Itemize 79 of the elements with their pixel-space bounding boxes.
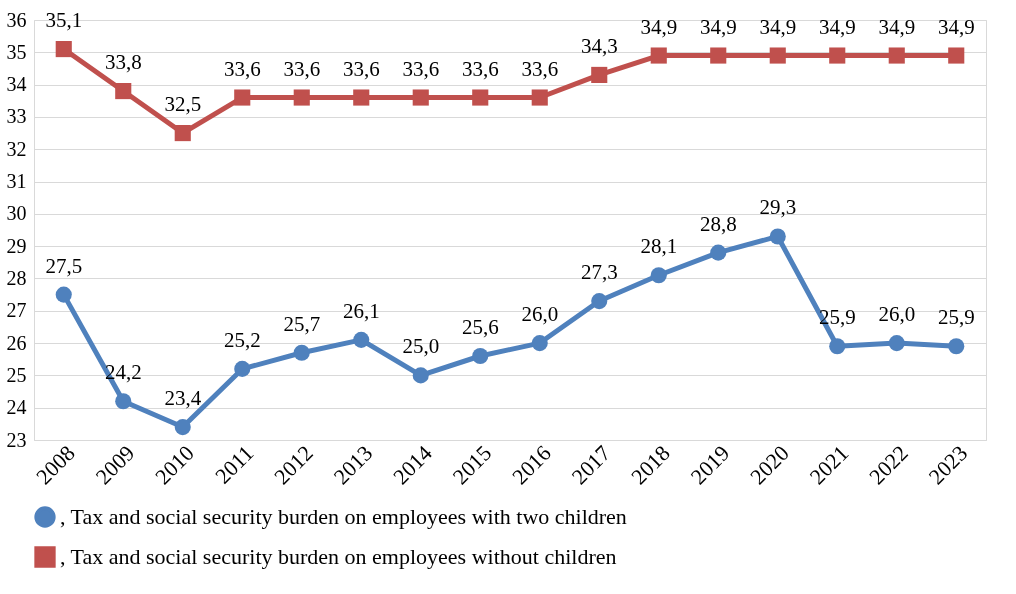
- point: [174, 419, 191, 436]
- y-tick-label: 30: [6, 202, 27, 225]
- data-label: 34,9: [937, 14, 975, 39]
- legend-label: , Tax and social security burden on employees with two children: [60, 504, 627, 529]
- point: [591, 293, 608, 310]
- data-label: 26,0: [878, 302, 916, 327]
- point: [234, 360, 251, 377]
- data-label: 33,6: [283, 56, 321, 81]
- point: [472, 347, 489, 365]
- point: [710, 244, 727, 261]
- data-label: 29,3: [759, 195, 797, 220]
- data-label: 26,1: [342, 298, 380, 323]
- point: [829, 338, 846, 355]
- y-tick-label: 25: [6, 363, 27, 386]
- data-label: 25,7: [283, 311, 321, 336]
- point: [115, 393, 132, 410]
- point: [650, 267, 667, 284]
- data-label: 34,9: [699, 14, 737, 39]
- point: [650, 47, 667, 64]
- data-label: 27,5: [45, 253, 83, 278]
- y-tick-label: 29: [6, 234, 27, 257]
- y-tick-label: 33: [6, 105, 27, 128]
- data-label: 23,4: [164, 386, 202, 411]
- point: [293, 344, 310, 361]
- y-tick-label: 34: [6, 73, 27, 96]
- data-label: 34,9: [878, 14, 916, 39]
- point: [412, 367, 429, 384]
- y-tick-label: 35: [6, 40, 27, 63]
- point: [115, 83, 132, 100]
- data-label: 34,3: [580, 33, 618, 58]
- data-label: 33,6: [521, 56, 559, 81]
- data-label: 28,8: [699, 211, 737, 236]
- data-label: 28,1: [640, 234, 678, 259]
- data-label: 25,0: [402, 334, 440, 359]
- y-tick-label: 27: [6, 299, 27, 322]
- data-label: 32,5: [164, 92, 202, 117]
- data-label: 25,9: [937, 305, 975, 330]
- point: [353, 89, 370, 106]
- data-label: 26,0: [521, 302, 559, 327]
- data-label: 33,8: [104, 50, 142, 75]
- x-tick-label: 2011: [210, 440, 259, 489]
- point: [234, 89, 251, 106]
- point: [353, 331, 370, 348]
- point: [591, 66, 608, 83]
- legend-label: , Tax and social security burden on employees without children: [60, 544, 617, 569]
- point: [531, 89, 548, 106]
- data-label: 33,6: [461, 56, 499, 81]
- point: [888, 47, 905, 64]
- y-tick-label: 26: [6, 331, 27, 354]
- point: [948, 338, 965, 355]
- y-tick-label: 31: [6, 170, 27, 193]
- data-label: 25,6: [461, 315, 499, 339]
- data-label: 33,6: [342, 56, 380, 81]
- y-tick-label: 32: [6, 137, 27, 160]
- y-tick-label: 23: [6, 428, 27, 451]
- point: [412, 89, 429, 106]
- y-tick-label: 36: [6, 8, 27, 31]
- point: [55, 41, 72, 58]
- y-tick-label: 28: [6, 266, 27, 289]
- y-tick-label: 24: [6, 396, 27, 419]
- point: [769, 228, 786, 245]
- point: [829, 47, 846, 64]
- point: [174, 125, 191, 142]
- data-label: 33,6: [402, 56, 440, 81]
- data-label: 34,9: [818, 14, 856, 39]
- data-label: 34,9: [640, 14, 678, 39]
- data-label: 27,3: [580, 260, 618, 285]
- data-label: 25,2: [223, 327, 261, 352]
- data-label: 34,9: [759, 14, 797, 39]
- data-label: 33,6: [223, 56, 261, 81]
- point: [888, 335, 905, 352]
- point: [769, 47, 786, 64]
- point: [293, 89, 310, 106]
- point: [948, 47, 965, 64]
- point: [531, 335, 548, 352]
- point: [472, 89, 489, 106]
- data-label: 35,1: [45, 8, 83, 33]
- point: [710, 47, 727, 64]
- point: [55, 286, 72, 303]
